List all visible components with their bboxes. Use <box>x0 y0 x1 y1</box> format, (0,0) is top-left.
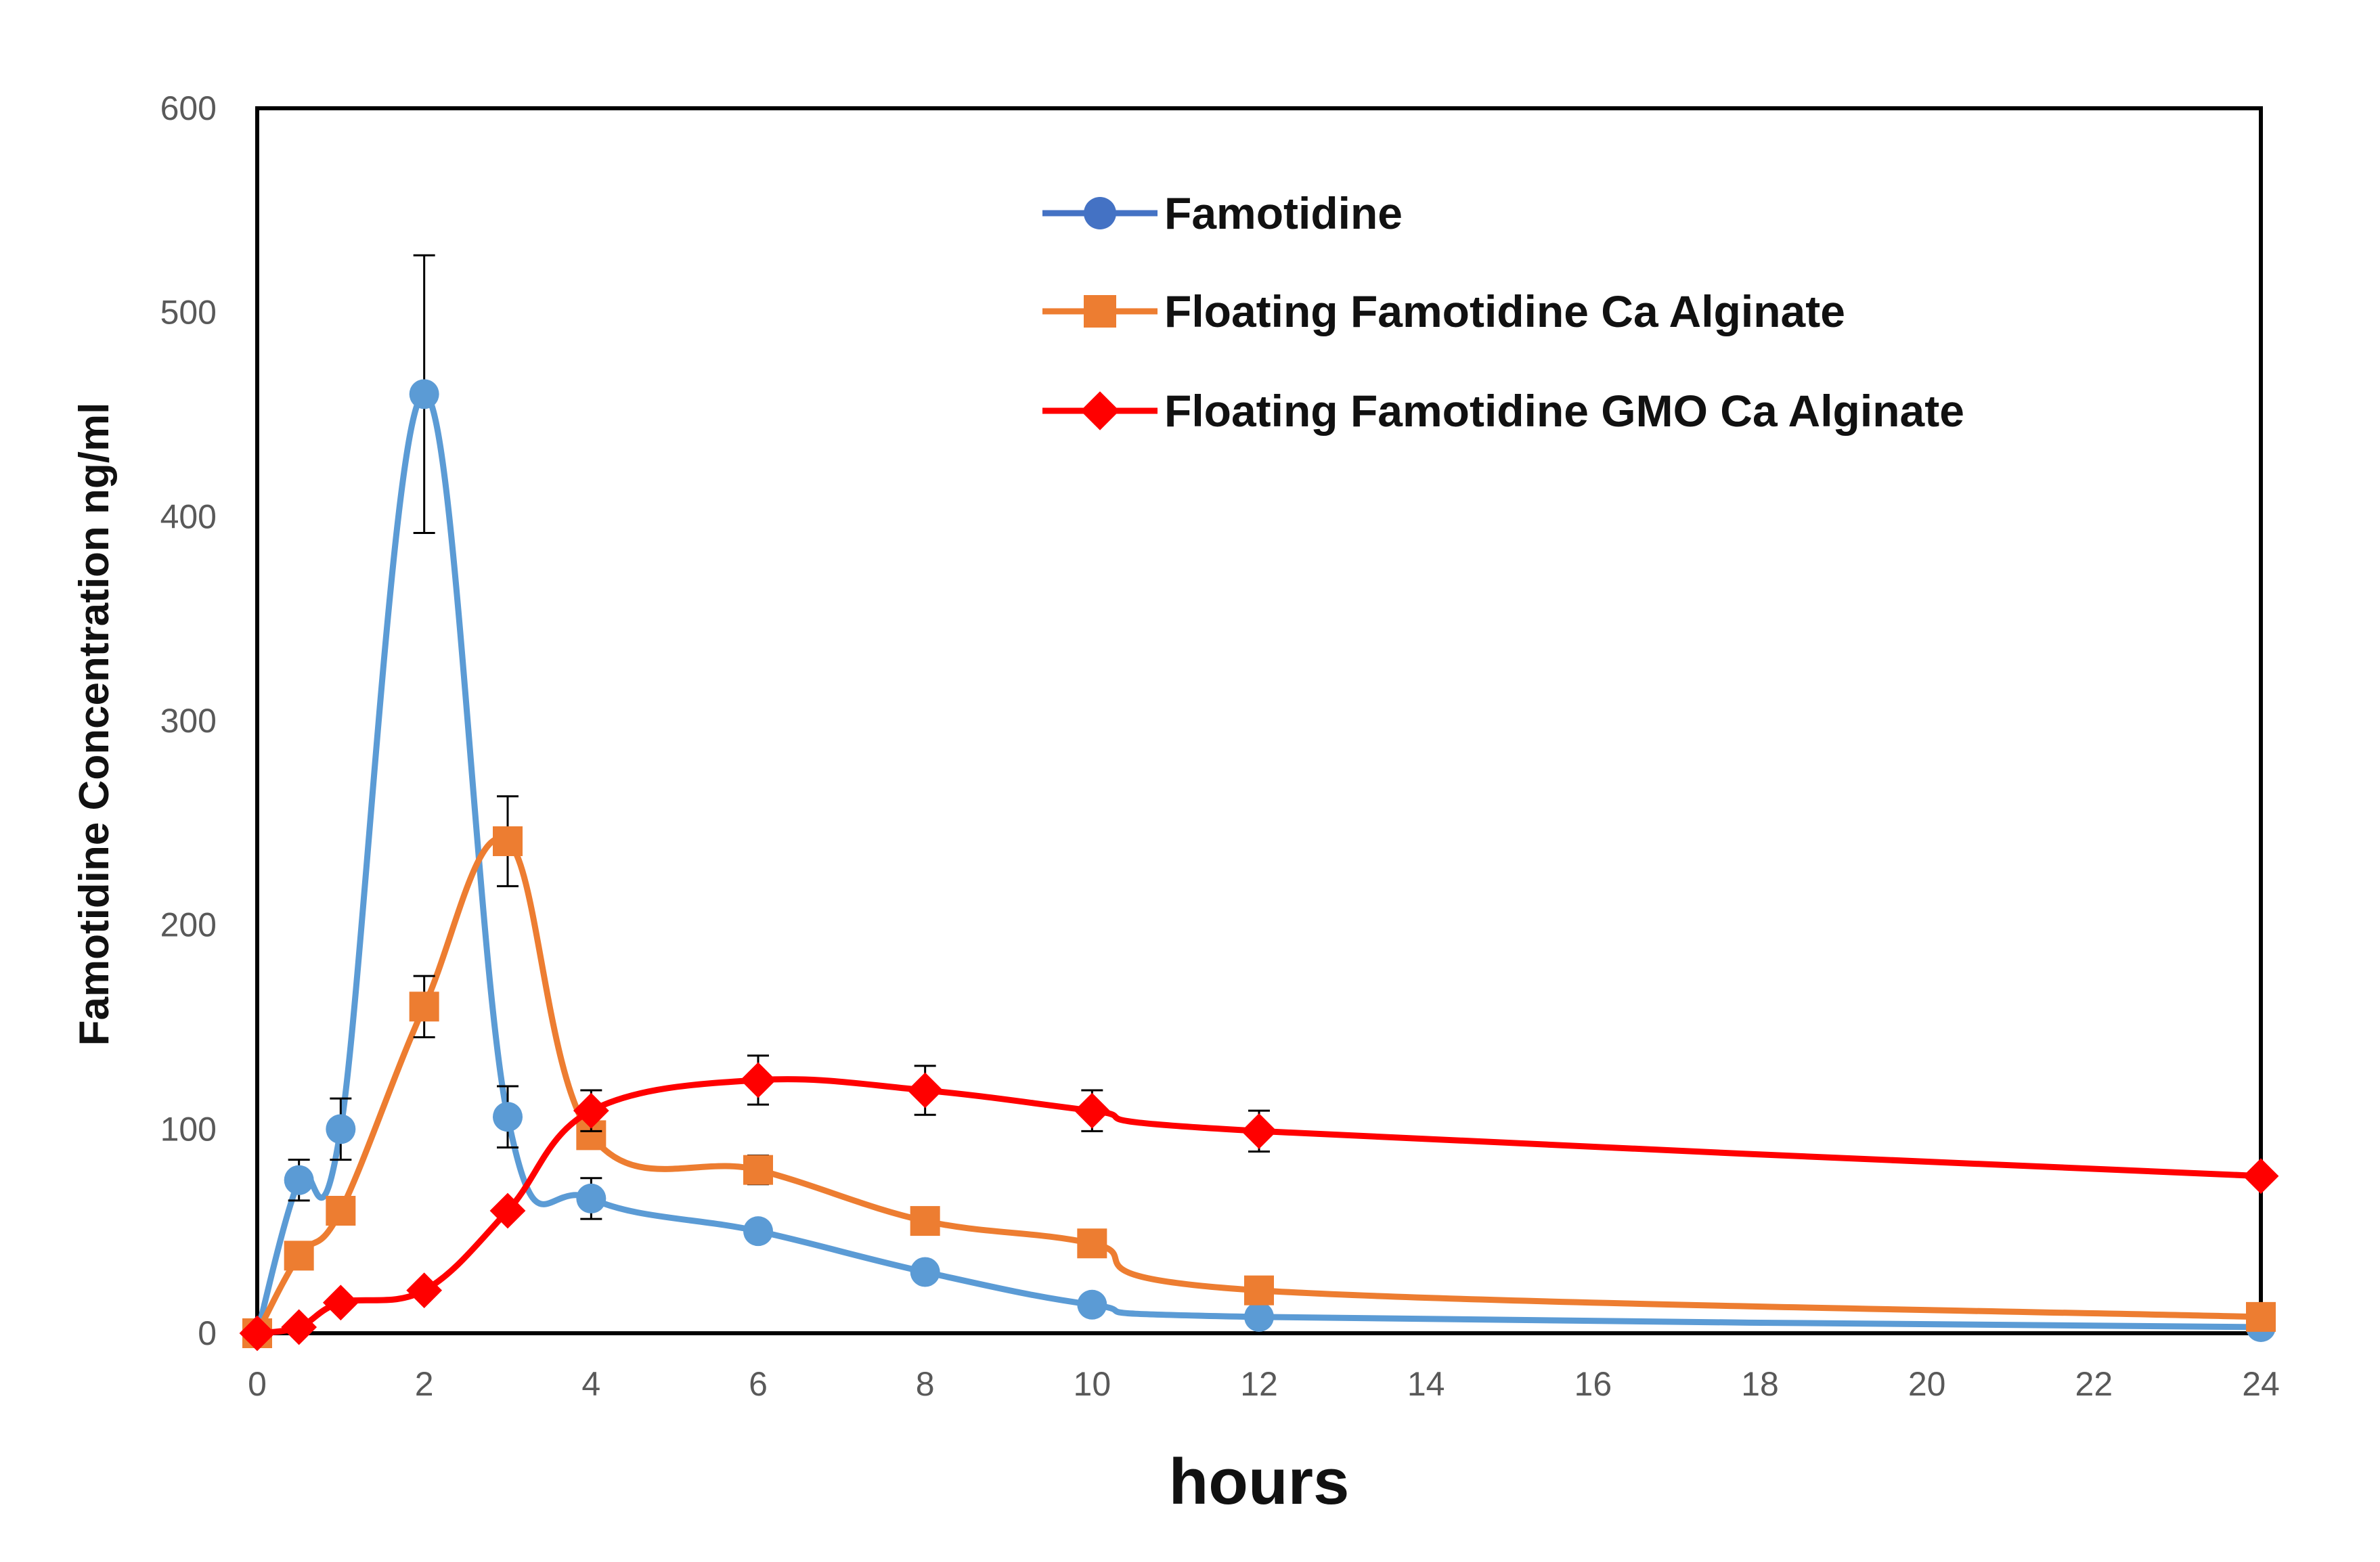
data-point-0-3 <box>409 379 439 409</box>
data-point-0-1 <box>284 1165 314 1195</box>
data-point-2-0 <box>239 1315 276 1352</box>
x-tick-label-3: 6 <box>749 1365 768 1403</box>
y-tick-label-4: 400 <box>160 497 217 535</box>
x-tick-label-0: 0 <box>248 1365 267 1403</box>
y-axis-tick-labels: 0 100 200 300 400 500 600 <box>160 89 217 1352</box>
data-point-2-2 <box>322 1285 359 1321</box>
data-point-1-8 <box>1077 1228 1107 1259</box>
data-point-1-10 <box>2246 1301 2276 1332</box>
data-point-2-1 <box>281 1309 317 1345</box>
x-axis-title: hours <box>1169 1446 1350 1518</box>
series-layer <box>239 254 2279 1352</box>
x-tick-label-2: 4 <box>581 1365 600 1403</box>
plot-area <box>255 106 2263 1335</box>
x-tick-label-11: 22 <box>2075 1365 2113 1403</box>
series-line-2 <box>254 1076 2264 1337</box>
y-axis-title: Famotidine Concentration ng/ml <box>71 403 118 1046</box>
data-point-1-6 <box>743 1155 773 1185</box>
y-tick-label-0: 0 <box>198 1314 217 1352</box>
data-point-0-2 <box>326 1114 356 1144</box>
y-tick-label-5: 500 <box>160 294 217 332</box>
data-point-2-9 <box>1241 1113 1277 1149</box>
x-tick-label-12: 24 <box>2242 1365 2280 1403</box>
legend-label-0: Famotidine <box>1164 188 1403 238</box>
x-tick-label-9: 18 <box>1741 1365 1779 1403</box>
legend-swatch-marker-1 <box>1084 295 1116 328</box>
x-axis-tick-labels: 0 2 4 6 8 10 12 14 16 18 20 22 24 <box>248 1365 2280 1403</box>
y-tick-label-6: 600 <box>160 89 217 127</box>
data-point-1-3 <box>409 991 439 1022</box>
data-point-1-1 <box>284 1241 314 1271</box>
series-line-1 <box>254 835 2264 1337</box>
data-point-1-4 <box>493 826 523 856</box>
legend-swatch-marker-0 <box>1084 197 1116 229</box>
legend-box <box>985 183 2136 491</box>
data-point-1-9 <box>1244 1275 1274 1306</box>
x-tick-label-8: 16 <box>1574 1365 1612 1403</box>
data-point-0-4 <box>493 1102 523 1132</box>
x-tick-label-6: 12 <box>1240 1365 1278 1403</box>
series-0 <box>242 254 2276 1348</box>
data-point-1-2 <box>326 1196 356 1226</box>
legend-label-1: Floating Famotidine Ca Alginate <box>1164 286 1845 336</box>
x-tick-label-10: 20 <box>1908 1365 1946 1403</box>
x-tick-label-7: 14 <box>1407 1365 1445 1403</box>
x-tick-label-1: 2 <box>415 1365 434 1403</box>
data-point-2-8 <box>1074 1092 1110 1129</box>
legend-item-2: Floating Famotidine GMO Ca Alginate <box>1042 386 1964 436</box>
x-tick-label-4: 8 <box>916 1365 935 1403</box>
y-tick-label-1: 100 <box>160 1110 217 1148</box>
data-point-0-7 <box>910 1257 940 1287</box>
data-point-0-9 <box>1244 1301 1274 1332</box>
legend: Famotidine Floating Famotidine Ca Alginat… <box>985 183 2136 491</box>
y-tick-label-2: 200 <box>160 906 217 944</box>
data-point-0-8 <box>1077 1289 1107 1320</box>
data-point-2-5 <box>573 1092 609 1129</box>
legend-item-1: Floating Famotidine Ca Alginate <box>1042 286 1845 336</box>
y-tick-label-3: 300 <box>160 702 217 740</box>
x-tick-label-5: 10 <box>1074 1365 1111 1403</box>
data-point-2-7 <box>907 1072 944 1109</box>
data-point-2-3 <box>406 1272 443 1309</box>
series-1 <box>242 795 2276 1348</box>
data-point-2-10 <box>2243 1158 2279 1195</box>
data-point-0-6 <box>743 1216 773 1247</box>
legend-label-2: Floating Famotidine GMO Ca Alginate <box>1164 386 1964 436</box>
data-point-2-4 <box>489 1192 526 1229</box>
data-point-2-6 <box>740 1062 776 1098</box>
legend-item-0: Famotidine <box>1042 188 1403 238</box>
data-point-0-5 <box>576 1183 607 1213</box>
series-2 <box>239 1054 2279 1352</box>
data-point-1-7 <box>910 1206 940 1236</box>
legend-swatch-marker-2 <box>1080 391 1120 430</box>
